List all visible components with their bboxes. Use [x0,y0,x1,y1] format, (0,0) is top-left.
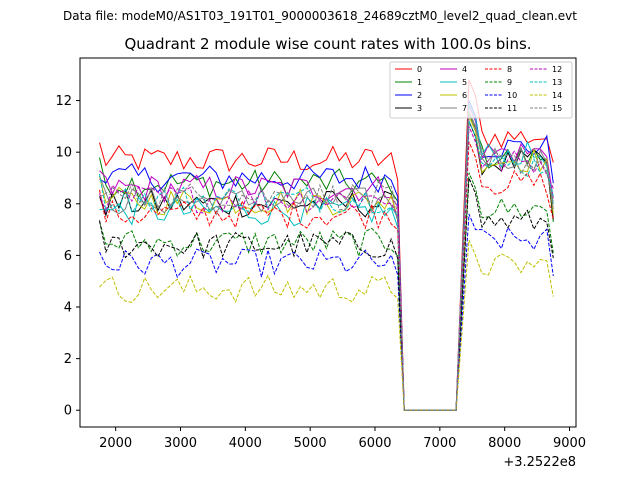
y-tick-label: 2 [64,352,72,367]
series-line-11 [99,177,554,411]
series-line-10 [99,213,554,411]
legend-label-0: 0 [417,65,422,74]
legend-label-1: 1 [417,78,422,87]
series-line-15 [99,113,554,411]
series-lines [99,79,554,411]
chart-title: Quadrant 2 module wise count rates with … [124,35,531,53]
legend-label-7: 7 [462,104,467,113]
series-line-12 [99,126,554,411]
y-tick-label: 10 [55,146,72,161]
y-axis-ticks: 0 2 4 6 8 10 12 [55,94,80,419]
x-tick-label: 9000 [553,436,586,451]
axes-frame [79,57,577,428]
x-tick-label: 6000 [358,436,391,451]
x-tick-label: 7000 [423,436,456,451]
y-tick-label: 6 [64,249,72,264]
x-tick-label: 2000 [99,436,132,451]
legend-label-12: 12 [552,65,562,74]
legend-label-13: 13 [552,78,562,87]
x-axis-offset-label: +3.2522e8 [503,455,576,470]
legend-box [389,61,573,119]
legend-label-3: 3 [417,104,422,113]
x-tick-label: 4000 [229,436,262,451]
x-axis-ticks: 2000 3000 4000 5000 6000 7000 8000 9000 [99,427,586,451]
series-line-9 [99,172,554,411]
legend-label-4: 4 [462,65,467,74]
series-line-8 [99,141,554,411]
x-tick-label: 8000 [488,436,521,451]
legend-label-15: 15 [552,104,562,113]
y-tick-label: 12 [55,94,72,109]
legend-label-8: 8 [507,65,512,74]
legend-label-10: 10 [507,91,517,100]
legend-label-9: 9 [507,78,512,87]
y-tick-label: 0 [64,404,72,419]
series-line-14 [99,239,554,411]
legend-label-14: 14 [552,91,562,100]
x-tick-label: 3000 [164,436,197,451]
legend-label-6: 6 [462,91,467,100]
legend-label-5: 5 [462,78,467,87]
y-tick-label: 4 [64,301,72,316]
x-tick-label: 5000 [294,436,327,451]
y-tick-label: 8 [64,197,72,212]
legend-label-2: 2 [417,91,422,100]
series-line-13 [99,121,554,411]
figure-suptitle: Data file: modeM0/AS1T03_191T01_90000036… [63,9,577,23]
legend-label-11: 11 [507,104,517,113]
